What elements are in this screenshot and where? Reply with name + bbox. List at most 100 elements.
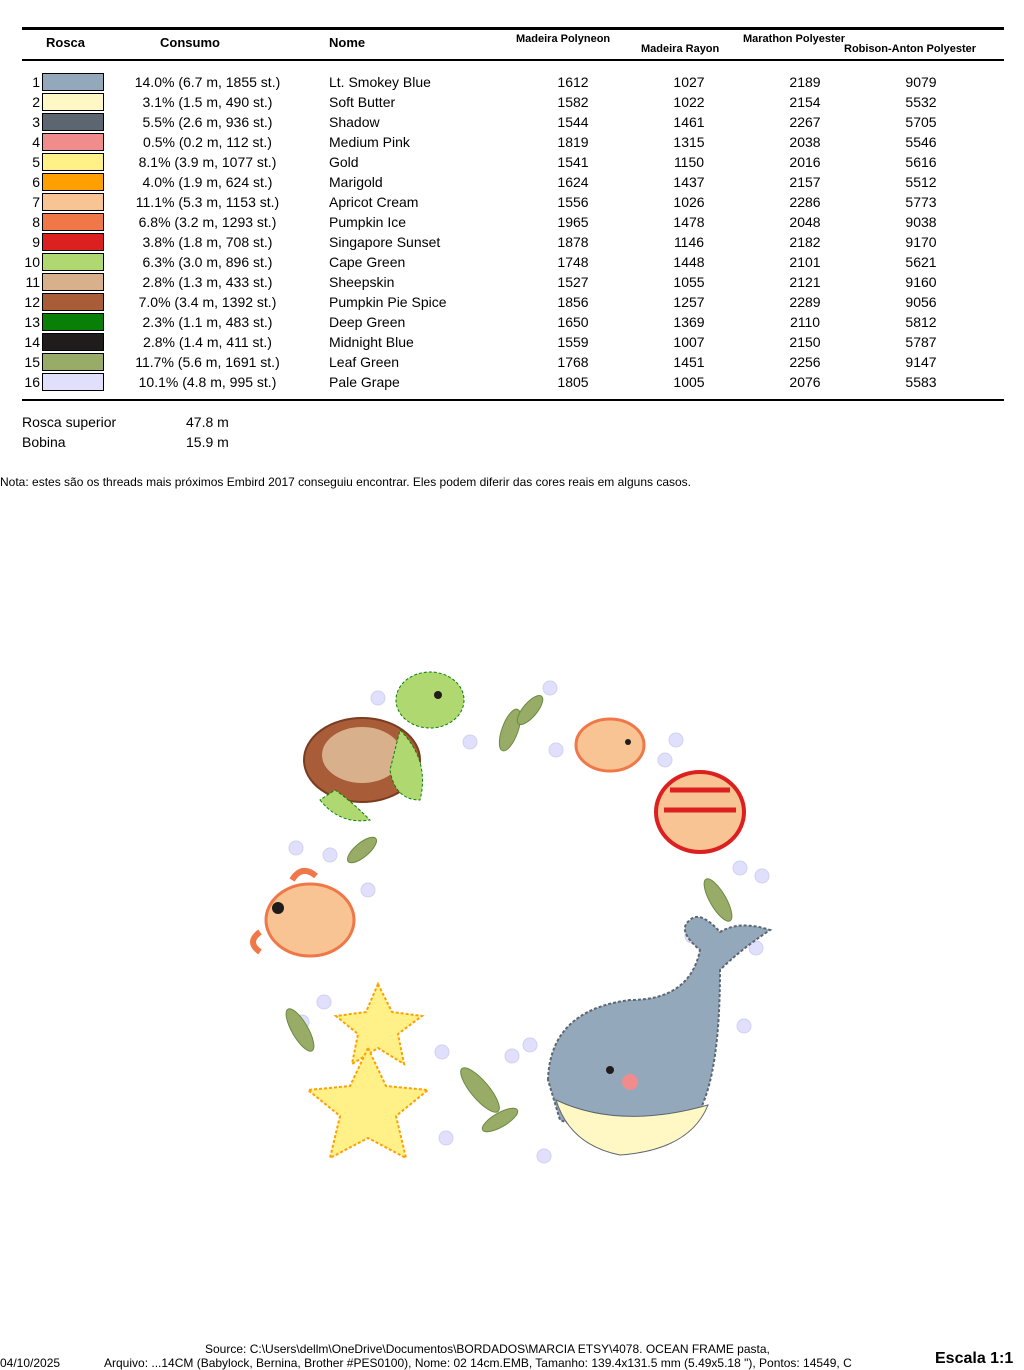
- madeira-polyneon-code: 1541: [557, 154, 589, 170]
- thread-name: Marigold: [329, 174, 383, 190]
- starfish-small: [333, 981, 425, 1067]
- table-header-rule: [22, 59, 1004, 61]
- marathon-code: 2157: [789, 174, 821, 190]
- fish-red: [654, 770, 746, 854]
- robison-anton-code: 5812: [905, 314, 937, 330]
- madeira-polyneon-code: 1559: [557, 334, 589, 350]
- footer-source: Source: C:\Users\dellm\OneDrive\Document…: [205, 1342, 770, 1356]
- thread-name: Leaf Green: [329, 354, 400, 370]
- consumo-cell: 14.0% (6.7 m, 1855 st.): [134, 74, 281, 90]
- table-row: 14 2.8% (1.4 m, 411 st.) Midnight Blue 1559…: [0, 332, 1024, 352]
- madeira-polyneon-code: 1748: [557, 254, 589, 270]
- madeira-polyneon-code: 1556: [557, 194, 589, 210]
- table-row: 15 11.7% (5.6 m, 1691 st.) Leaf Green 1768 1…: [0, 352, 1024, 372]
- consumo-cell: 3.1% (1.5 m, 490 st.): [142, 94, 273, 110]
- color-swatch: [42, 333, 104, 351]
- header-madeira-rayon: Madeira Rayon: [641, 43, 720, 55]
- marathon-code: 2110: [789, 314, 821, 330]
- madeira-polyneon-code: 1527: [557, 274, 589, 290]
- madeira-polyneon-code: 1965: [557, 214, 589, 230]
- madeira-polyneon-code: 1819: [557, 134, 589, 150]
- thread-number: 6: [32, 174, 40, 190]
- robison-anton-code: 5621: [905, 254, 937, 270]
- thread-number: 11: [25, 274, 40, 290]
- madeira-polyneon-code: 1582: [557, 94, 589, 110]
- whale: [546, 916, 773, 1156]
- marathon-code: 2016: [789, 154, 821, 170]
- madeira-rayon-code: 1451: [673, 354, 705, 370]
- consumo-cell: 11.7% (5.6 m, 1691 st.): [135, 354, 280, 370]
- header-consumo: Consumo: [160, 35, 220, 50]
- table-bottom-rule: [22, 399, 1004, 401]
- thread-number: 3: [32, 114, 40, 130]
- marathon-code: 2101: [789, 254, 821, 270]
- consumo-cell: 10.1% (4.8 m, 995 st.): [138, 374, 277, 390]
- color-swatch: [42, 233, 104, 251]
- thread-name: Shadow: [329, 114, 380, 130]
- madeira-polyneon-code: 1612: [557, 74, 589, 90]
- madeira-polyneon-code: 1878: [557, 234, 589, 250]
- madeira-polyneon-code: 1650: [557, 314, 589, 330]
- madeira-rayon-code: 1150: [673, 154, 705, 170]
- starfish-large: [305, 1045, 431, 1160]
- thread-number: 4: [32, 134, 40, 150]
- robison-anton-code: 5705: [905, 114, 937, 130]
- table-row: 2 3.1% (1.5 m, 490 st.) Soft Butter 1582 102…: [0, 92, 1024, 112]
- madeira-rayon-code: 1257: [673, 294, 705, 310]
- color-swatch: [42, 253, 104, 271]
- thread-number: 15: [24, 354, 40, 370]
- color-swatch: [42, 373, 104, 391]
- thread-name: Lt. Smokey Blue: [329, 74, 431, 90]
- marathon-code: 2286: [789, 194, 821, 210]
- bobina-label: Bobina: [22, 434, 66, 450]
- table-row: 13 2.3% (1.1 m, 483 st.) Deep Green 1650 136…: [0, 312, 1024, 332]
- marathon-code: 2154: [789, 94, 821, 110]
- consumo-cell: 11.1% (5.3 m, 1153 st.): [135, 194, 280, 210]
- table-row: 7 11.1% (5.3 m, 1153 st.) Apricot Cream 155…: [0, 192, 1024, 212]
- robison-anton-code: 9160: [905, 274, 937, 290]
- robison-anton-code: 5512: [905, 174, 937, 190]
- madeira-polyneon-code: 1768: [557, 354, 589, 370]
- thread-name: Cape Green: [329, 254, 406, 270]
- color-swatch: [42, 213, 104, 231]
- leaves: [285, 694, 733, 1133]
- color-swatch: [42, 73, 104, 91]
- madeira-rayon-code: 1448: [673, 254, 705, 270]
- marathon-code: 2150: [789, 334, 821, 350]
- color-swatch: [42, 133, 104, 151]
- robison-anton-code: 9147: [905, 354, 937, 370]
- consumo-cell: 7.0% (3.4 m, 1392 st.): [138, 294, 277, 310]
- note-text: Nota: estes são os threads mais próximos…: [0, 475, 692, 489]
- madeira-rayon-code: 1007: [673, 334, 705, 350]
- bubbles: [288, 680, 770, 1164]
- table-row: 11 2.8% (1.3 m, 433 st.) Sheepskin 1527 1055…: [0, 272, 1024, 292]
- robison-anton-code: 9038: [905, 214, 937, 230]
- marathon-code: 2256: [789, 354, 821, 370]
- table-row: 4 0.5% (0.2 m, 112 st.) Medium Pink 1819 131…: [0, 132, 1024, 152]
- table-row: 1 14.0% (6.7 m, 1855 st.) Lt. Smokey Blue 1…: [0, 72, 1024, 92]
- marathon-code: 2189: [789, 74, 821, 90]
- thread-name: Apricot Cream: [329, 194, 419, 210]
- madeira-rayon-code: 1461: [673, 114, 705, 130]
- color-swatch: [42, 93, 104, 111]
- consumo-cell: 4.0% (1.9 m, 624 st.): [142, 174, 273, 190]
- thread-number: 2: [32, 94, 40, 110]
- turtle: [303, 671, 465, 822]
- madeira-rayon-code: 1437: [673, 174, 705, 190]
- table-row: 10 6.3% (3.0 m, 896 st.) Cape Green 1748 144…: [0, 252, 1024, 272]
- madeira-rayon-code: 1026: [673, 194, 705, 210]
- robison-anton-code: 5583: [905, 374, 937, 390]
- consumo-cell: 6.3% (3.0 m, 896 st.): [142, 254, 273, 270]
- robison-anton-code: 5532: [905, 94, 937, 110]
- table-row: 5 8.1% (3.9 m, 1077 st.) Gold 1541 1150 2016 5…: [0, 152, 1024, 172]
- consumo-cell: 3.8% (1.8 m, 708 st.): [142, 234, 273, 250]
- footer-arquivo: Arquivo: ...14CM (Babylock, Bernina, Bro…: [104, 1356, 852, 1370]
- madeira-polyneon-code: 1624: [557, 174, 589, 190]
- color-swatch: [42, 353, 104, 371]
- marathon-code: 2121: [789, 274, 821, 290]
- consumo-cell: 5.5% (2.6 m, 936 st.): [142, 114, 273, 130]
- madeira-polyneon-code: 1856: [557, 294, 589, 310]
- thread-name: Singapore Sunset: [329, 234, 441, 250]
- consumo-cell: 2.3% (1.1 m, 483 st.): [142, 314, 273, 330]
